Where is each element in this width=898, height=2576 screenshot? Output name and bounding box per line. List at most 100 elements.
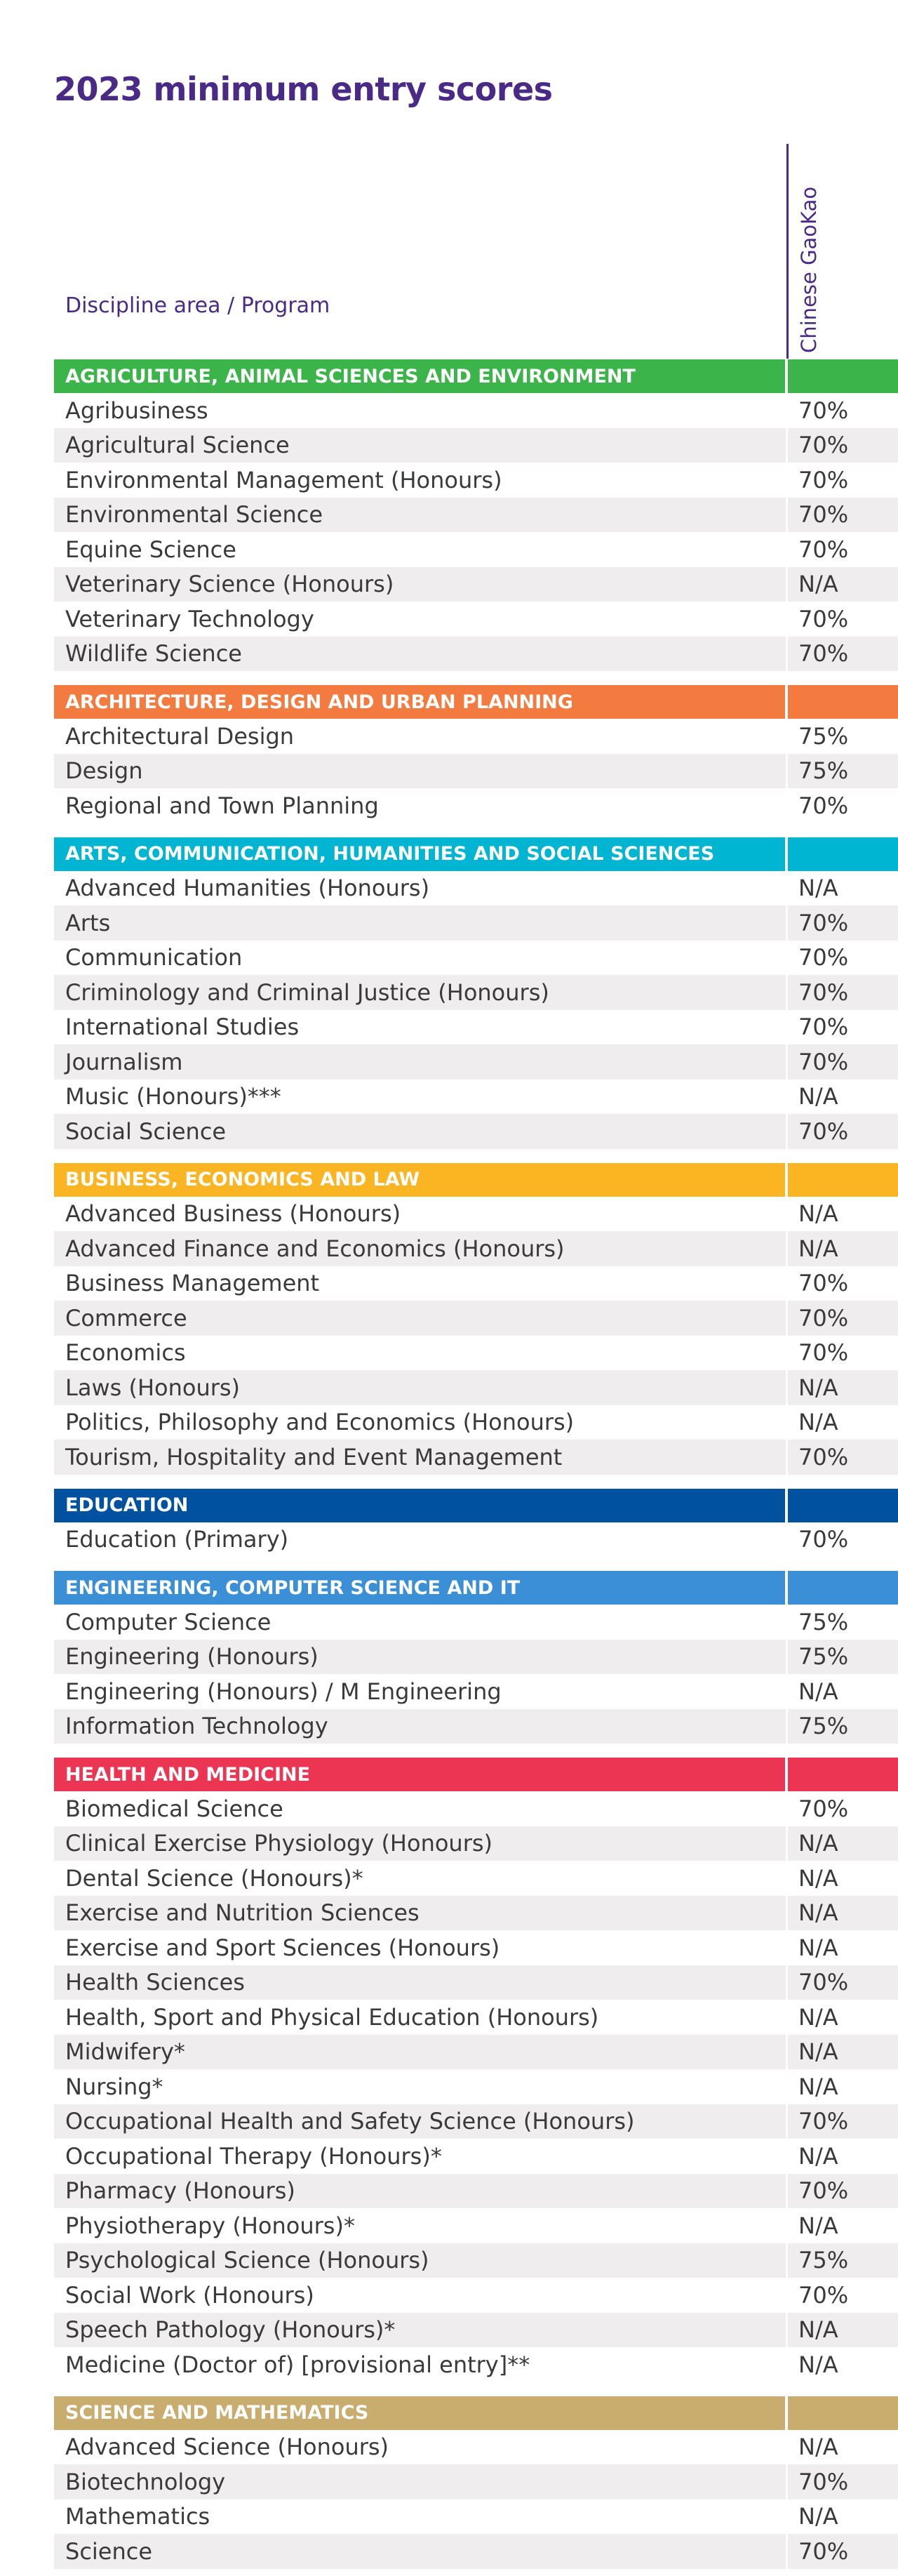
table-row: Mathematics N/A (54, 2499, 898, 2534)
program-score: 70% (798, 1526, 849, 1553)
table-row: Arts 70% (54, 905, 898, 941)
program-name: Business Management (54, 1266, 788, 1301)
section-score-band (788, 685, 898, 719)
section-score-band (788, 1488, 898, 1522)
program-score: N/A (798, 875, 838, 902)
table-row: Advanced Finance and Economics (Honours)… (54, 1231, 898, 1266)
program-name: Criminology and Criminal Justice (Honour… (54, 975, 788, 1010)
program-name: Exercise and Nutrition Sciences (54, 1895, 788, 1930)
program-score: N/A (798, 571, 838, 598)
section-gap (54, 2382, 898, 2396)
table-row: Advanced Business (Honours) N/A (54, 1196, 898, 1231)
table-row: Business Management 70% (54, 1266, 898, 1301)
program-score: N/A (798, 1678, 838, 1705)
program-score: 70% (798, 978, 849, 1006)
program-name: Health, Sport and Physical Education (Ho… (54, 2000, 788, 2035)
program-name: Science (54, 2534, 788, 2569)
section-header: ENGINEERING, COMPUTER SCIENCE AND IT (54, 1571, 898, 1605)
program-name: Social Science (54, 1114, 788, 1149)
program-score: 70% (798, 2537, 849, 2565)
section-header: ARCHITECTURE, DESIGN AND URBAN PLANNING (54, 685, 898, 719)
section-title: SCIENCE AND MATHEMATICS (54, 2396, 785, 2430)
program-score: N/A (798, 2434, 838, 2461)
section-gap (54, 1557, 898, 1571)
program-name: Clinical Exercise Physiology (Honours) (54, 1826, 788, 1861)
program-score: 70% (798, 1117, 849, 1145)
table-row: Economics 70% (54, 1335, 898, 1370)
program-score: 70% (798, 1443, 849, 1470)
table-row: Communication 70% (54, 940, 898, 975)
program-score: N/A (798, 1409, 838, 1436)
program-score: 70% (798, 1304, 849, 1332)
program-score: 70% (798, 2177, 849, 2205)
program-score: 70% (798, 909, 849, 936)
section-title: ENGINEERING, COMPUTER SCIENCE AND IT (54, 1571, 785, 1605)
program-score: 70% (798, 640, 849, 668)
program-score: 70% (798, 501, 849, 529)
program-name: Tourism, Hospitality and Event Managemen… (54, 1440, 788, 1475)
table-row: Veterinary Technology 70% (54, 602, 898, 637)
table-row: Laws (Honours) N/A (54, 1370, 898, 1405)
table-row: Education (Primary) 70% (54, 1522, 898, 1557)
program-name: Speech Pathology (Honours)* (54, 2312, 788, 2347)
section-title: AGRICULTURE, ANIMAL SCIENCES AND ENVIRON… (54, 359, 785, 393)
score-column-header: Chinese GaoKao (797, 186, 821, 353)
program-score: N/A (798, 1830, 838, 1857)
program-name: Advanced Business (Honours) (54, 1196, 788, 1231)
program-score: 70% (798, 1270, 849, 1297)
program-name: Education (Primary) (54, 1522, 788, 1557)
program-name: Health Sciences (54, 1965, 788, 2000)
table-row: Clinical Exercise Physiology (Honours) N/… (54, 1826, 898, 1861)
program-score: N/A (798, 1235, 838, 1262)
program-name: Arts (54, 905, 788, 941)
section-gap (54, 1475, 898, 1489)
program-score: N/A (798, 2351, 838, 2378)
section-score-band (788, 2396, 898, 2430)
program-score: 70% (798, 2281, 849, 2309)
program-name: Politics, Philosophy and Economics (Hono… (54, 1405, 788, 1440)
table-row: Nursing* N/A (54, 2069, 898, 2104)
program-name: Environmental Management (Honours) (54, 463, 788, 498)
program-name: Design (54, 753, 788, 788)
table-row: Criminology and Criminal Justice (Honour… (54, 975, 898, 1010)
section-gap (54, 671, 898, 685)
program-score: N/A (798, 2003, 838, 2031)
program-score: 70% (798, 1339, 849, 1367)
table-row: Agricultural Science 70% (54, 427, 898, 463)
table-row: Engineering (Honours) / M Engineering N/A (54, 1674, 898, 1709)
section-title: EDUCATION (54, 1488, 785, 1522)
program-name: Environmental Science (54, 497, 788, 532)
program-score: 70% (798, 2108, 849, 2135)
section-header: SCIENCE AND MATHEMATICS (54, 2396, 898, 2430)
table-row: Exercise and Sport Sciences (Honours) N/A (54, 1930, 898, 1965)
section-score-band (788, 837, 898, 871)
program-score: 70% (798, 1014, 849, 1041)
program-name: Occupational Health and Safety Science (… (54, 2104, 788, 2139)
program-name: Physiotherapy (Honours)* (54, 2208, 788, 2243)
table-row: Speech Pathology (Honours)* N/A (54, 2312, 898, 2347)
program-column-header: Discipline area / Program (65, 293, 330, 318)
table-row: Agribusiness 70% (54, 393, 898, 428)
table-row: Environmental Science 70% (54, 497, 898, 532)
table-row: Equine Science 70% (54, 532, 898, 567)
program-name: Midwifery* (54, 2034, 788, 2069)
section-gap (54, 1149, 898, 1163)
program-score: N/A (798, 1899, 838, 1927)
section-gap (54, 1744, 898, 1758)
program-score: 75% (798, 1643, 849, 1671)
program-score: 70% (798, 944, 849, 971)
program-score: N/A (798, 2142, 838, 2170)
table-row: Psychological Science (Honours) 75% (54, 2243, 898, 2278)
table-row: Dental Science (Honours)* N/A (54, 1861, 898, 1896)
table-row: Environmental Management (Honours) 70% (54, 463, 898, 498)
program-score: N/A (798, 1200, 838, 1228)
table-row: Health, Sport and Physical Education (Ho… (54, 2000, 898, 2035)
program-score: 75% (798, 722, 849, 750)
program-name: Social Work (Honours) (54, 2278, 788, 2313)
table-row: Veterinary Science (Honours) N/A (54, 566, 898, 602)
table-row: Information Technology 75% (54, 1708, 898, 1744)
program-score: 70% (798, 1048, 849, 1075)
table-row: Computer Science 75% (54, 1605, 898, 1640)
program-score: 70% (798, 432, 849, 459)
program-name: Economics (54, 1335, 788, 1370)
